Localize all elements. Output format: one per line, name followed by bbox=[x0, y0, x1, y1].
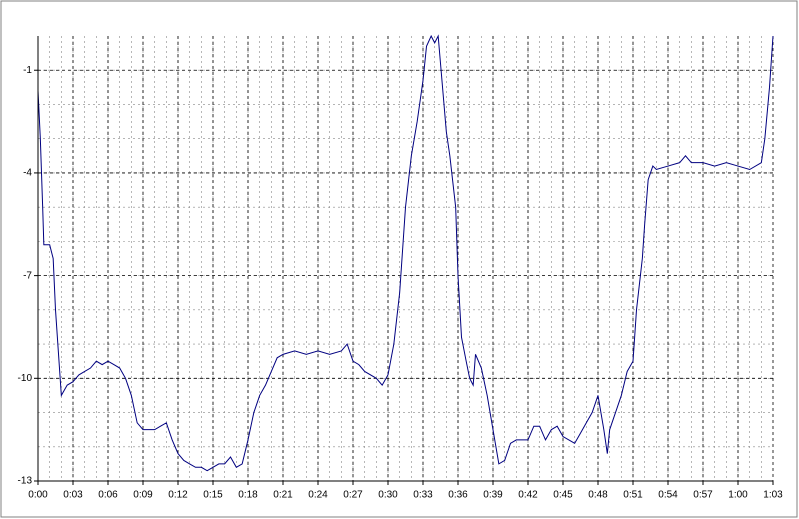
x-tick-label: 0:39 bbox=[483, 490, 503, 501]
x-tick-label: 0:36 bbox=[448, 490, 468, 501]
x-tick-label: 0:45 bbox=[553, 490, 573, 501]
x-tick-label: 0:03 bbox=[63, 490, 83, 501]
x-tick-label: 0:24 bbox=[308, 490, 328, 501]
x-tick-label: 0:51 bbox=[623, 490, 643, 501]
x-tick-label: 0:42 bbox=[518, 490, 538, 501]
y-tick-label: -4 bbox=[23, 168, 32, 179]
x-tick-label: 0:21 bbox=[273, 490, 293, 501]
x-tick-label: 0:15 bbox=[203, 490, 223, 501]
y-tick-label: -1 bbox=[23, 65, 32, 76]
x-tick-label: 0:48 bbox=[588, 490, 608, 501]
x-tick-label: 0:27 bbox=[343, 490, 363, 501]
x-tick-label: 1:00 bbox=[728, 490, 748, 501]
y-tick-label: -7 bbox=[23, 270, 32, 281]
x-tick-label: 0:57 bbox=[693, 490, 713, 501]
x-tick-label: 1:03 bbox=[763, 490, 783, 501]
x-tick-label: 0:33 bbox=[413, 490, 433, 501]
x-tick-label: 0:30 bbox=[378, 490, 398, 501]
y-tick-label: -10 bbox=[18, 373, 33, 384]
x-tick-label: 0:06 bbox=[98, 490, 118, 501]
x-tick-label: 0:18 bbox=[238, 490, 258, 501]
data-line bbox=[37, 34, 774, 472]
x-tick-label: 0:09 bbox=[133, 490, 153, 501]
x-tick-label: 0:12 bbox=[168, 490, 188, 501]
x-tick-label: 0:00 bbox=[28, 490, 48, 501]
y-tick-label: -13 bbox=[18, 476, 33, 487]
x-tick-label: 0:54 bbox=[658, 490, 678, 501]
